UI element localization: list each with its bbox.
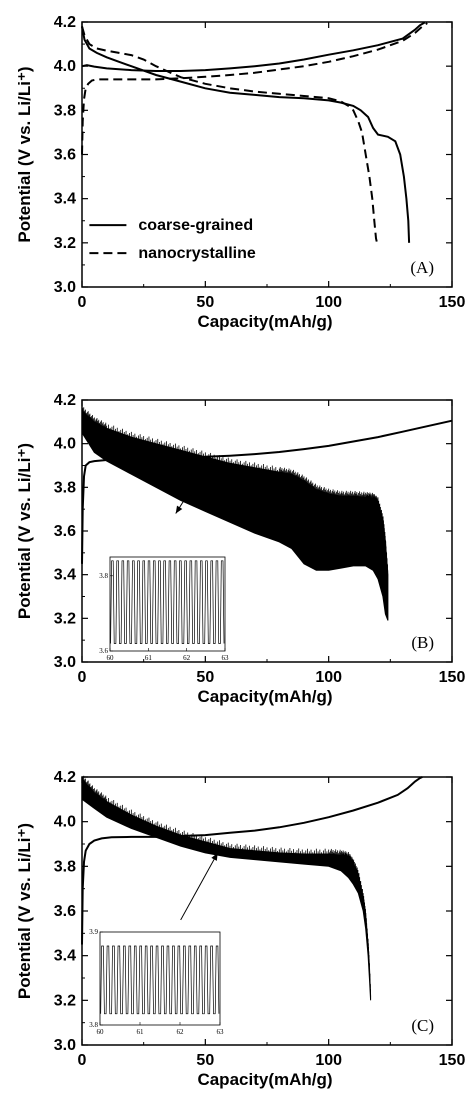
y-tick-label: 4.2 bbox=[54, 14, 76, 31]
inset: 60 61 62 63 3.6 3.8 bbox=[99, 556, 230, 662]
y-tick-label: 3.0 bbox=[54, 1037, 76, 1054]
y-axis-label: Potential (V vs. Li/Li⁺) bbox=[15, 823, 34, 999]
x-tick-label: 150 bbox=[439, 669, 466, 686]
y-tick-label: 3.6 bbox=[54, 147, 76, 164]
inset-y-tick-label: 3.9 bbox=[89, 928, 98, 936]
y-tick-label: 4.0 bbox=[54, 58, 76, 75]
y-tick-label: 3.0 bbox=[54, 279, 76, 296]
y-tick-label: 3.6 bbox=[54, 523, 76, 540]
series-line-coarse-grained bbox=[81, 26, 411, 243]
x-tick-label: 50 bbox=[196, 1052, 214, 1069]
panel-tag: (A) bbox=[410, 258, 434, 277]
y-tick-label: 3.8 bbox=[54, 858, 76, 875]
inset-x-tick-label: 62 bbox=[177, 1028, 185, 1036]
x-tick-label: 100 bbox=[315, 1052, 342, 1069]
inset-x-tick-label: 63 bbox=[217, 1028, 225, 1036]
x-tick-label: 150 bbox=[439, 294, 466, 311]
y-tick-label: 3.2 bbox=[54, 992, 76, 1009]
panel-b: 0 50 100 150 3.0 3.2 3.4 3.6 3.8 4.0 4.2 Capacity(m… bbox=[15, 392, 465, 706]
x-axis-label: Capacity(mAh/g) bbox=[197, 1070, 332, 1089]
charge-curve bbox=[81, 776, 423, 945]
legend-label: coarse-grained bbox=[138, 217, 253, 234]
panel-c: 0 50 100 150 3.0 3.2 3.4 3.6 3.8 4.0 4.2 Capacity(m… bbox=[15, 769, 465, 1089]
x-tick-label: 100 bbox=[315, 294, 342, 311]
x-tick-label: 100 bbox=[315, 669, 342, 686]
legend-label: nanocrystalline bbox=[138, 245, 255, 262]
discharge-oscillation-band bbox=[81, 409, 389, 621]
x-tick-label: 0 bbox=[78, 294, 87, 311]
panel-tag: (B) bbox=[411, 633, 434, 652]
discharge-oscillation-band bbox=[81, 777, 372, 1001]
inset-x-tick-label: 63 bbox=[222, 654, 230, 662]
y-tick-label: 3.8 bbox=[54, 102, 76, 119]
y-tick-label: 4.0 bbox=[54, 814, 76, 831]
inset-y-tick-label: 3.8 bbox=[89, 1021, 98, 1029]
y-tick-label: 3.4 bbox=[54, 948, 76, 965]
arrow-head bbox=[175, 505, 183, 514]
series-line-nanocrystalline bbox=[81, 26, 378, 244]
inset-x-tick-label: 62 bbox=[183, 654, 191, 662]
y-tick-label: 3.4 bbox=[54, 567, 76, 584]
y-tick-label: 3.2 bbox=[54, 235, 76, 252]
x-axis-label: Capacity(mAh/g) bbox=[197, 312, 332, 331]
x-axis-label: Capacity(mAh/g) bbox=[197, 687, 332, 706]
panel-a: 0 50 100 150 3.0 3.2 3.4 3.6 3.8 4.0 4.2 Capacity(m… bbox=[15, 14, 465, 331]
x-tick-label: 50 bbox=[196, 669, 214, 686]
y-tick-label: 3.4 bbox=[54, 191, 76, 208]
inset-y-tick-label: 3.6 bbox=[99, 647, 108, 655]
inset: 60 61 62 63 3.8 3.9 bbox=[89, 928, 224, 1036]
y-tick-label: 3.0 bbox=[54, 654, 76, 671]
panel-tag: (C) bbox=[411, 1016, 434, 1035]
x-tick-label: 0 bbox=[78, 1052, 87, 1069]
arrow-head bbox=[211, 852, 218, 861]
inset-x-tick-label: 60 bbox=[97, 1028, 105, 1036]
inset-x-tick-label: 60 bbox=[107, 654, 115, 662]
inset-x-tick-label: 61 bbox=[145, 654, 153, 662]
y-tick-label: 4.0 bbox=[54, 436, 76, 453]
x-tick-label: 150 bbox=[439, 1052, 466, 1069]
y-tick-label: 3.8 bbox=[54, 479, 76, 496]
series-line-nanocrystalline bbox=[81, 22, 428, 155]
y-tick-label: 4.2 bbox=[54, 392, 76, 409]
inset-x-tick-label: 61 bbox=[137, 1028, 145, 1036]
x-tick-label: 0 bbox=[78, 669, 87, 686]
y-tick-label: 3.2 bbox=[54, 610, 76, 627]
series-line-coarse-grained bbox=[81, 21, 426, 72]
x-tick-label: 50 bbox=[196, 294, 214, 311]
y-axis-label: Potential (V vs. Li/Li⁺) bbox=[15, 66, 34, 242]
y-axis-label: Potential (V vs. Li/Li⁺) bbox=[15, 443, 34, 619]
y-tick-label: 4.2 bbox=[54, 769, 76, 786]
charge-curve bbox=[81, 419, 453, 564]
inset-pointer-arrow bbox=[180, 852, 219, 921]
inset-y-tick-label: 3.8 bbox=[99, 572, 108, 580]
inset-pointer-arrow bbox=[175, 473, 201, 514]
y-tick-label: 3.6 bbox=[54, 903, 76, 920]
inset-pulse-trace bbox=[100, 945, 220, 1015]
inset-pulse-trace bbox=[110, 560, 225, 644]
